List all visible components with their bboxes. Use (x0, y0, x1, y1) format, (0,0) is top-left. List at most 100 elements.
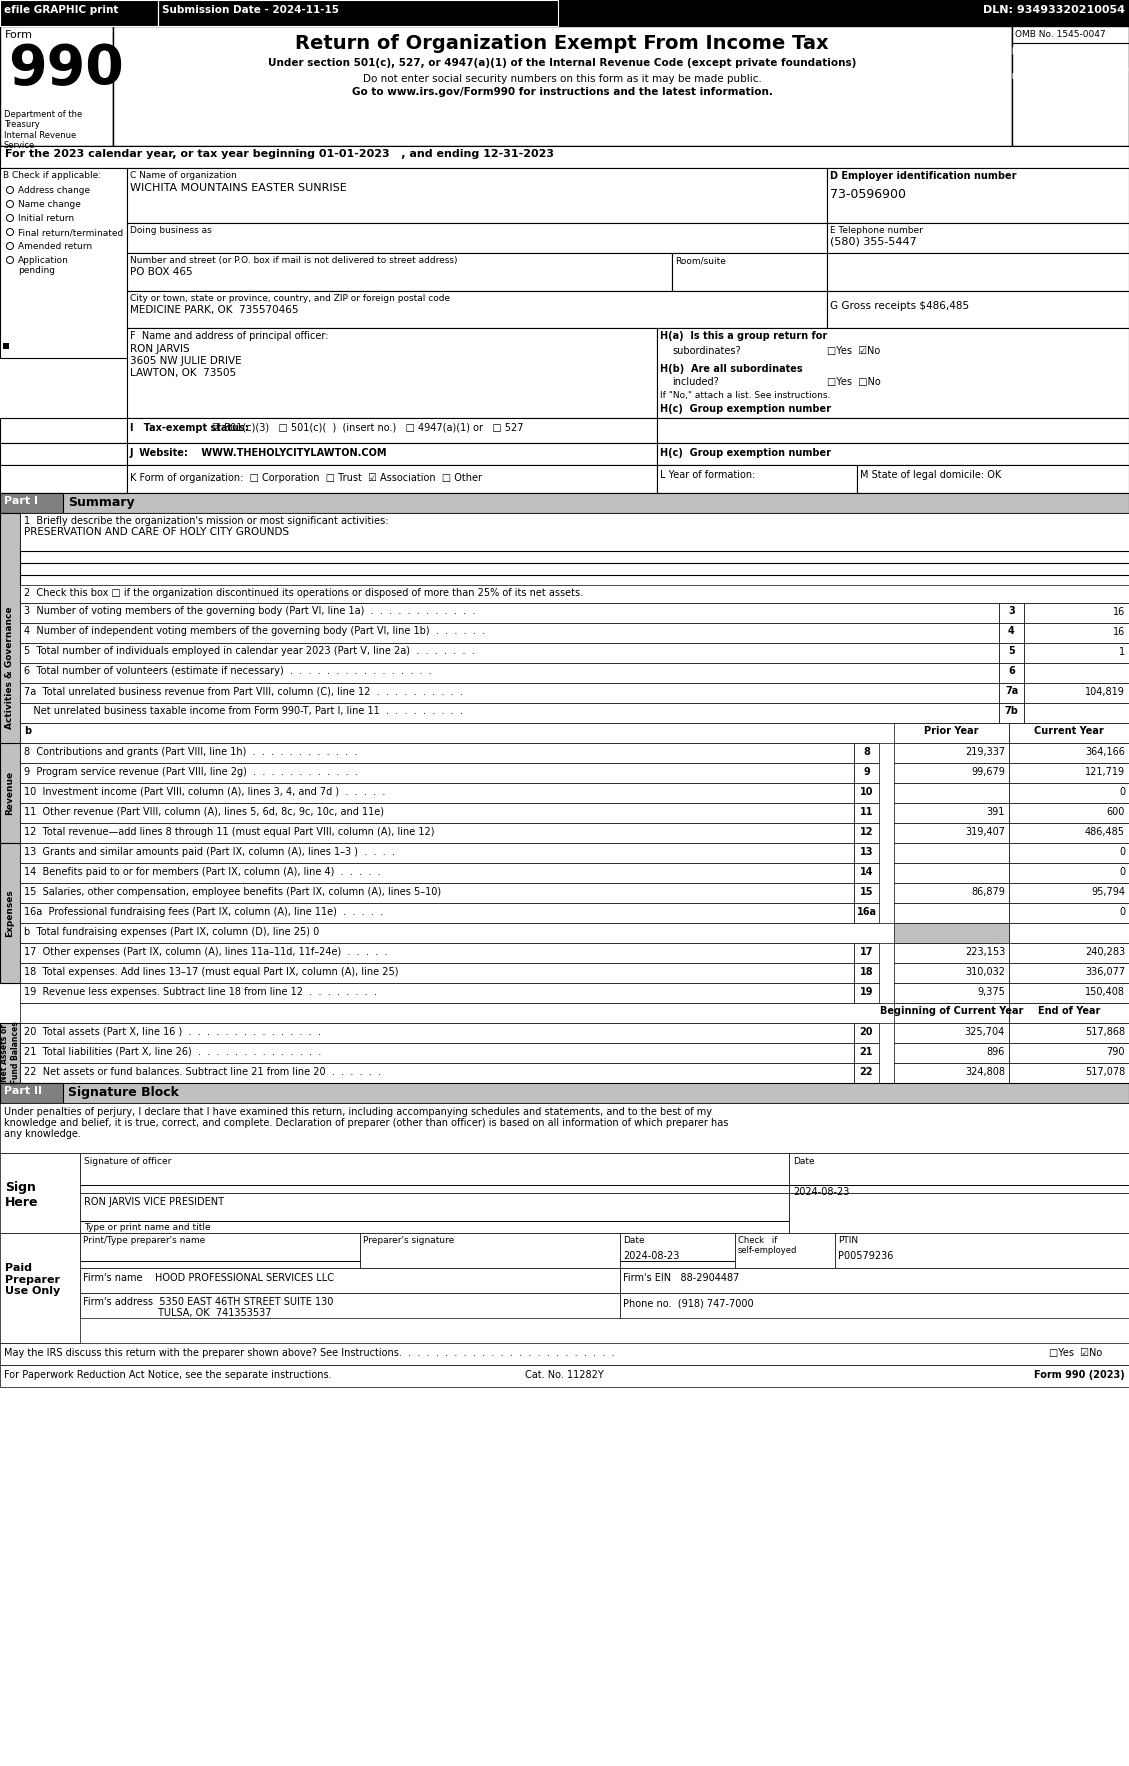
Bar (828, 291, 1129, 328)
Text: knowledge and belief, it is true, correct, and complete. Declaration of preparer: knowledge and belief, it is true, correc… (5, 1118, 728, 1128)
Bar (80, 1268, 620, 1293)
Text: 12  Total revenue—add lines 8 through 11 (must equal Part VIII, column (A), line: 12 Total revenue—add lines 8 through 11 … (24, 826, 435, 837)
Bar (620, 1293, 1129, 1317)
Bar (894, 763, 1009, 782)
Text: 22  Net assets or fund balances. Subtract line 21 from line 20  .  .  .  .  .  .: 22 Net assets or fund balances. Subtract… (24, 1067, 382, 1077)
Text: Current Year: Current Year (1034, 726, 1104, 736)
Text: 19  Revenue less expenses. Subtract line 18 from line 12  .  .  .  .  .  .  .  .: 19 Revenue less expenses. Subtract line … (24, 987, 377, 998)
Bar (0, 1083, 63, 1104)
Bar (1009, 743, 1129, 763)
Bar (0, 842, 20, 984)
Bar (828, 253, 1129, 291)
Bar (126, 168, 828, 223)
Text: ☑ 501(c)(3)   □ 501(c)(  )  (insert no.)   □ 4947(a)(1) or   □ 527: ☑ 501(c)(3) □ 501(c)( ) (insert no.) □ 4… (212, 424, 524, 433)
Text: Submission Date - 2024-11-15: Submission Date - 2024-11-15 (161, 5, 339, 14)
Text: 95,794: 95,794 (1091, 887, 1124, 897)
Bar (20, 602, 999, 623)
Text: Signature Block: Signature Block (68, 1086, 178, 1098)
Text: Under section 501(c), 527, or 4947(a)(1) of the Internal Revenue Code (except pr: Under section 501(c), 527, or 4947(a)(1)… (268, 58, 856, 69)
Bar (854, 1063, 879, 1083)
Bar (0, 1023, 20, 1083)
Text: Form: Form (5, 30, 33, 41)
Text: (580) 355-5447: (580) 355-5447 (830, 237, 917, 245)
Text: H(c)  Group exemption number: H(c) Group exemption number (660, 404, 831, 413)
Bar (620, 1268, 1129, 1293)
Bar (1009, 1003, 1129, 1023)
Text: 150,408: 150,408 (1085, 987, 1124, 998)
Bar (20, 1063, 854, 1083)
Text: 16: 16 (1113, 608, 1124, 616)
Text: LAWTON, OK  73505: LAWTON, OK 73505 (130, 367, 236, 378)
Text: K Form of organization:  □ Corporation  □ Trust  ☑ Association  □ Other: K Form of organization: □ Corporation □ … (130, 473, 482, 482)
Bar (854, 943, 879, 962)
Text: 8: 8 (863, 747, 870, 758)
Bar (1009, 782, 1129, 804)
Bar (854, 902, 879, 924)
Bar (894, 743, 1009, 763)
Text: Room/suite: Room/suite (675, 256, 726, 265)
Text: □Yes  ☑No: □Yes ☑No (828, 346, 881, 357)
Text: 391: 391 (987, 807, 1005, 818)
Text: 2  Check this box □ if the organization discontinued its operations or disposed : 2 Check this box □ if the organization d… (24, 588, 583, 599)
Text: Beginning of Current Year: Beginning of Current Year (879, 1007, 1023, 1015)
Bar (657, 328, 1129, 419)
Text: 4: 4 (1008, 625, 1015, 636)
Text: PRESERVATION AND CARE OF HOLY CITY GROUNDS: PRESERVATION AND CARE OF HOLY CITY GROUN… (24, 526, 289, 537)
Text: any knowledge.: any knowledge. (5, 1128, 81, 1139)
Text: 12: 12 (860, 826, 873, 837)
Bar (80, 1194, 789, 1233)
Text: 790: 790 (1106, 1047, 1124, 1058)
Bar (854, 823, 879, 842)
Text: b: b (24, 726, 32, 736)
Bar (1012, 101, 1129, 147)
Text: 18: 18 (859, 968, 874, 977)
Bar (1009, 962, 1129, 984)
Text: May the IRS discuss this return with the preparer shown above? See Instructions.: May the IRS discuss this return with the… (5, 1347, 614, 1358)
Text: 517,078: 517,078 (1085, 1067, 1124, 1077)
Text: 8  Contributions and grants (Part VIII, line 1h)  .  .  .  .  .  .  .  .  .  .  : 8 Contributions and grants (Part VIII, l… (24, 747, 358, 758)
Text: 219,337: 219,337 (965, 747, 1005, 758)
Bar (894, 924, 1009, 943)
Bar (1009, 1044, 1129, 1063)
Text: D Employer identification number: D Employer identification number (830, 171, 1016, 180)
Bar (0, 493, 1129, 512)
Bar (1024, 602, 1129, 623)
Bar (735, 1233, 835, 1268)
Text: J  Website:    WWW.THEHOLYCITYLAWTON.COM: J Website: WWW.THEHOLYCITYLAWTON.COM (130, 449, 387, 457)
Bar (1009, 842, 1129, 864)
Text: 990: 990 (8, 42, 124, 95)
Text: Net unrelated business taxable income from Form 990-T, Part I, line 11  .  .  . : Net unrelated business taxable income fr… (24, 706, 463, 715)
Text: Return of Organization Exempt From Income Tax: Return of Organization Exempt From Incom… (295, 34, 829, 53)
Text: B Check if applicable:: B Check if applicable: (3, 171, 102, 180)
Text: 896: 896 (987, 1047, 1005, 1058)
Text: Date: Date (623, 1236, 645, 1245)
Text: PO BOX 465: PO BOX 465 (130, 267, 193, 277)
Bar (0, 443, 126, 464)
Text: TULSA, OK  741353537: TULSA, OK 741353537 (84, 1309, 271, 1317)
Text: If "No," attach a list. See instructions.: If "No," attach a list. See instructions… (660, 390, 830, 401)
Bar (126, 291, 828, 328)
Bar (1024, 623, 1129, 643)
Text: 16: 16 (1113, 627, 1124, 638)
Text: 10  Investment income (Part VIII, column (A), lines 3, 4, and 7d )  .  .  .  .  : 10 Investment income (Part VIII, column … (24, 788, 385, 796)
Bar (620, 1233, 735, 1268)
Text: 1: 1 (1119, 646, 1124, 657)
Text: Activities & Governance: Activities & Governance (6, 608, 15, 729)
Text: 17: 17 (860, 947, 873, 957)
Text: 364,166: 364,166 (1085, 747, 1124, 758)
Text: Prior Year: Prior Year (925, 726, 979, 736)
Text: □Yes  □No: □Yes □No (828, 376, 881, 387)
Bar (999, 683, 1024, 703)
Bar (0, 26, 113, 147)
Bar (20, 924, 994, 943)
Text: RON JARVIS VICE PRESIDENT: RON JARVIS VICE PRESIDENT (84, 1197, 224, 1206)
Text: DLN: 93493320210054: DLN: 93493320210054 (983, 5, 1124, 14)
Text: 14: 14 (860, 867, 873, 878)
Text: 86,879: 86,879 (971, 887, 1005, 897)
Bar (1009, 763, 1129, 782)
Bar (0, 419, 126, 443)
Bar (999, 623, 1024, 643)
Bar (1009, 943, 1129, 962)
Text: 19: 19 (860, 987, 873, 998)
Bar (0, 1104, 1129, 1153)
